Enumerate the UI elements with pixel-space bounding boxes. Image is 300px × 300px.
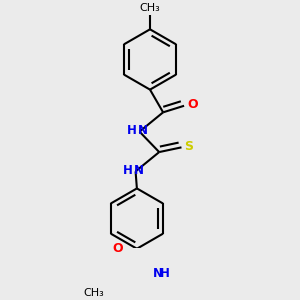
Text: H: H bbox=[123, 164, 133, 177]
Text: H: H bbox=[160, 267, 170, 280]
Text: H: H bbox=[127, 124, 137, 137]
Text: CH₃: CH₃ bbox=[83, 288, 104, 298]
Text: S: S bbox=[184, 140, 194, 153]
Text: N: N bbox=[138, 124, 148, 137]
Text: CH₃: CH₃ bbox=[140, 3, 160, 13]
Text: O: O bbox=[187, 98, 198, 111]
Text: N: N bbox=[153, 267, 163, 280]
Text: N: N bbox=[134, 164, 144, 177]
Text: O: O bbox=[112, 242, 123, 254]
